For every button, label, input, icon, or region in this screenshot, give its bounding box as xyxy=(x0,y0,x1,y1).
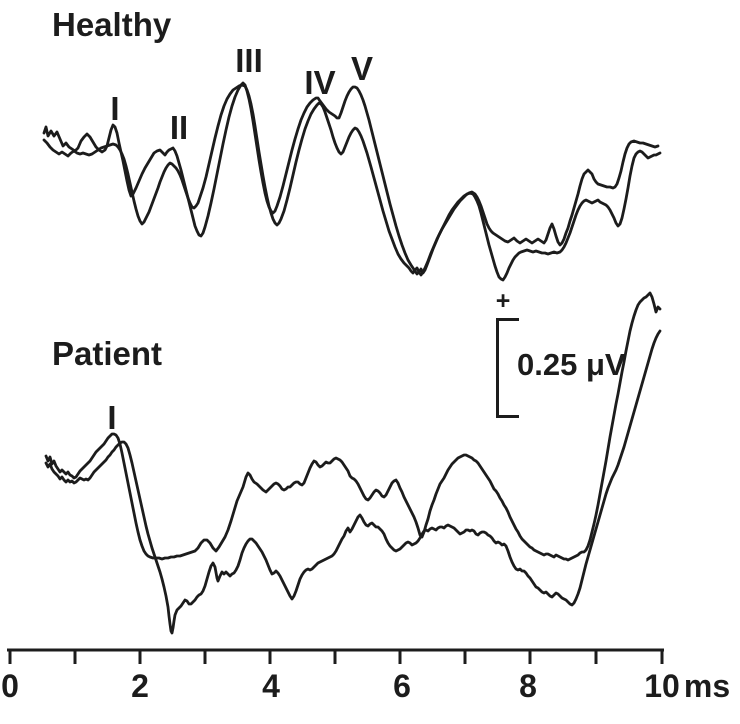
amplitude-scale-bracket xyxy=(496,318,519,418)
x-axis-label-10: 10 xyxy=(644,668,680,704)
polarity-plus-label: + xyxy=(495,287,511,315)
wave-I-label-patient: I xyxy=(107,399,117,436)
wave-V-label-healthy: V xyxy=(350,50,374,87)
healthy-recording-2 xyxy=(42,83,662,282)
x-axis-label-2: 2 xyxy=(131,668,149,704)
x-axis-label-6: 6 xyxy=(393,668,411,704)
healthy-panel-label: Healthy xyxy=(52,6,172,43)
x-axis-label-ms: ms xyxy=(683,668,731,704)
x-axis-label-0: 0 xyxy=(1,668,19,704)
patient-recording-2 xyxy=(44,329,662,635)
x-axis-label-4: 4 xyxy=(262,668,280,704)
x-axis-label-8: 8 xyxy=(519,668,537,704)
wave-II-label-healthy: II xyxy=(169,109,189,146)
healthy-recording-1 xyxy=(42,81,660,276)
amplitude-scale-label: 0.25 μV xyxy=(517,347,626,382)
patient-panel-label: Patient xyxy=(52,335,163,372)
wave-IV-label-healthy: IV xyxy=(304,64,336,101)
wave-I-label-healthy: I xyxy=(110,90,120,127)
patient-recording-1 xyxy=(44,291,662,562)
wave-III-label-healthy: III xyxy=(235,42,263,79)
